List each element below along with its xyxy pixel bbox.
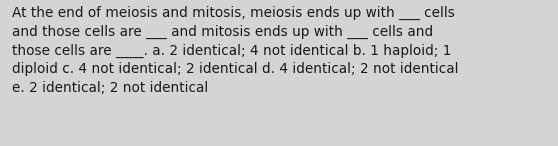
Text: At the end of meiosis and mitosis, meiosis ends up with ___ cells
and those cell: At the end of meiosis and mitosis, meios… — [12, 6, 459, 95]
